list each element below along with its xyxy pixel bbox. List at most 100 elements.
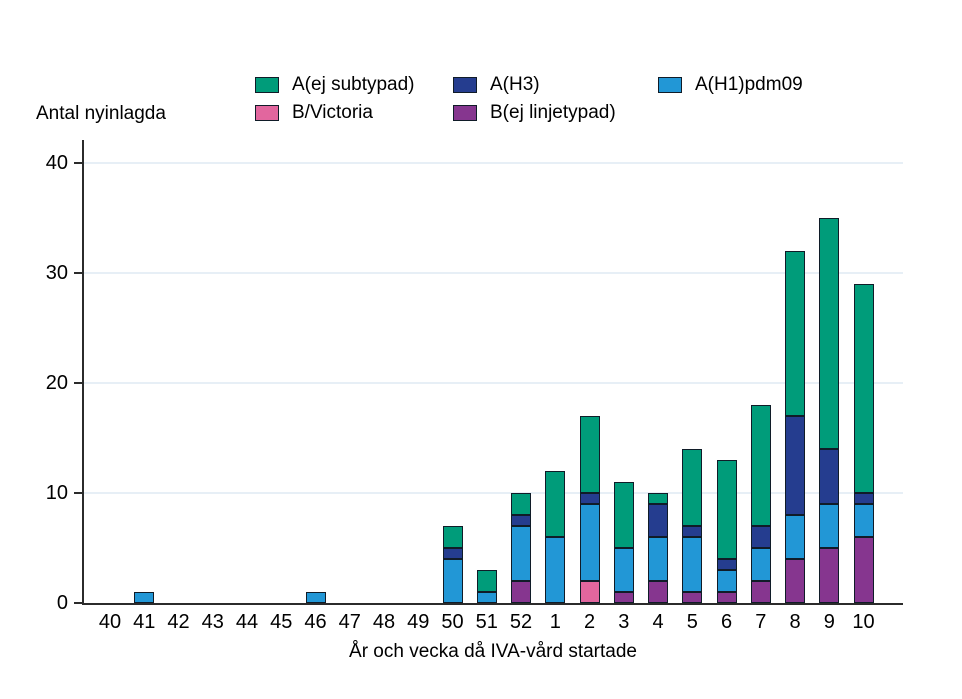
x-tick-label-43: 43 [201, 611, 224, 633]
legend-swatch [453, 105, 477, 121]
x-tick-label-52: 52 [509, 611, 533, 633]
bar-segment-B(ej linjetypad) [750, 581, 771, 603]
y-tick-mark-30 [74, 272, 82, 275]
legend-swatch [255, 105, 279, 121]
bar-segment-A(H3) [716, 559, 737, 571]
bar-segment-B(ej linjetypad) [853, 537, 874, 603]
legend-item-A(H1)pdm09: A(H1)pdm09 [658, 74, 803, 95]
legend-label: B(ej linjetypad) [490, 102, 616, 123]
x-tick-label-3: 3 [618, 611, 630, 633]
bar-segment-A(ej subtypad) [545, 471, 566, 538]
bar-week-9 [819, 218, 840, 603]
x-tick-label-41: 41 [133, 611, 156, 633]
bar-week-5 [682, 449, 703, 603]
bar-week-1 [545, 471, 566, 603]
gridline-40 [83, 162, 903, 165]
bar-week-50 [442, 526, 463, 603]
bar-segment-A(ej subtypad) [785, 251, 805, 417]
bar-week-8 [785, 251, 805, 603]
bar-segment-A(H1)pdm09 [853, 504, 874, 538]
chart-legend: A(ej subtypad) A(H3) A(H1)pdm09 B/Victoria B… [0, 0, 962, 130]
y-tick-label-40: 40 [45, 152, 68, 175]
x-tick-label-4: 4 [652, 611, 664, 633]
bar-week-3 [613, 482, 634, 603]
legend-label: A(ej subtypad) [292, 74, 415, 95]
bar-segment-B(ej linjetypad) [682, 592, 703, 603]
bar-segment-B(ej linjetypad) [511, 581, 531, 603]
y-tick-label-10: 10 [45, 482, 68, 505]
y-tick-mark-40 [74, 162, 82, 165]
x-tick-label-8: 8 [789, 611, 801, 633]
x-tick-label-44: 44 [235, 611, 259, 633]
x-axis-line [82, 603, 903, 605]
y-axis-line [82, 140, 84, 605]
legend-swatch [255, 77, 279, 93]
legend-label: A(H1)pdm09 [695, 74, 803, 95]
x-tick-label-2: 2 [583, 611, 596, 633]
bar-segment-B(ej linjetypad) [648, 581, 668, 603]
plot-area [83, 140, 903, 603]
legend-item-B(ej linjetypad): B(ej linjetypad) [453, 102, 616, 123]
bar-segment-A(H1)pdm09 [511, 526, 531, 582]
legend-item-B/Victoria: B/Victoria [255, 102, 373, 123]
bar-segment-A(H3) [579, 493, 600, 505]
bar-segment-A(ej subtypad) [750, 405, 771, 527]
legend-swatch [658, 77, 682, 93]
bar-segment-B(ej linjetypad) [819, 548, 840, 603]
bar-segment-A(H1)pdm09 [648, 537, 668, 582]
bar-segment-A(ej subtypad) [716, 460, 737, 560]
legend-item-A(H3): A(H3) [453, 74, 540, 95]
x-tick-label-6: 6 [720, 611, 733, 633]
x-tick-label-5: 5 [686, 611, 698, 633]
y-tick-label-20: 20 [45, 372, 68, 395]
bar-segment-A(H1)pdm09 [545, 537, 566, 603]
bar-week-46 [305, 592, 326, 603]
bar-week-7 [750, 405, 771, 603]
bar-segment-B(ej linjetypad) [716, 592, 737, 603]
bar-segment-A(H1)pdm09 [750, 548, 771, 582]
bar-segment-A(H1)pdm09 [442, 559, 463, 603]
y-tick-mark-20 [74, 382, 82, 385]
bar-segment-A(H3) [750, 526, 771, 549]
x-tick-label-40: 40 [98, 611, 122, 633]
bar-segment-A(H1)pdm09 [613, 548, 634, 593]
bar-segment-B(ej linjetypad) [613, 592, 634, 603]
legend-swatch [453, 77, 477, 93]
bar-segment-A(ej subtypad) [613, 482, 634, 549]
bar-week-4 [648, 493, 668, 603]
x-tick-label-47: 47 [338, 611, 361, 633]
y-tick-mark-0 [74, 602, 82, 604]
x-tick-label-48: 48 [372, 611, 396, 633]
bar-segment-A(H1)pdm09 [134, 592, 155, 603]
bar-segment-A(H1)pdm09 [716, 570, 737, 593]
x-tick-label-10: 10 [852, 611, 875, 633]
bar-segment-A(H3) [682, 526, 703, 538]
bar-segment-A(ej subtypad) [511, 493, 531, 516]
bar-week-41 [134, 592, 155, 603]
bar-segment-A(H3) [853, 493, 874, 505]
bar-segment-A(H1)pdm09 [785, 515, 805, 560]
x-tick-label-45: 45 [270, 611, 293, 633]
bar-week-6 [716, 460, 737, 603]
bar-week-10 [853, 284, 874, 603]
bar-segment-A(H3) [785, 416, 805, 516]
bar-week-2 [579, 416, 600, 603]
x-tick-label-50: 50 [441, 611, 464, 633]
bar-week-52 [511, 493, 531, 603]
bar-segment-A(ej subtypad) [853, 284, 874, 494]
x-tick-label-51: 51 [475, 611, 498, 633]
bar-week-51 [476, 570, 497, 603]
gridline-20 [83, 382, 903, 385]
y-axis-title: Antal nyinlagda [36, 103, 166, 124]
legend-item-A(ej subtypad): A(ej subtypad) [255, 74, 415, 95]
bar-segment-A(H1)pdm09 [579, 504, 600, 582]
bar-segment-A(H3) [819, 449, 840, 505]
bar-segment-B/Victoria [579, 581, 600, 603]
x-tick-label-7: 7 [755, 611, 767, 633]
bar-segment-A(ej subtypad) [442, 526, 463, 549]
bar-segment-A(H1)pdm09 [682, 537, 703, 593]
x-tick-label-49: 49 [407, 611, 430, 633]
x-tick-label-9: 9 [823, 611, 835, 633]
legend-label: A(H3) [490, 74, 540, 95]
